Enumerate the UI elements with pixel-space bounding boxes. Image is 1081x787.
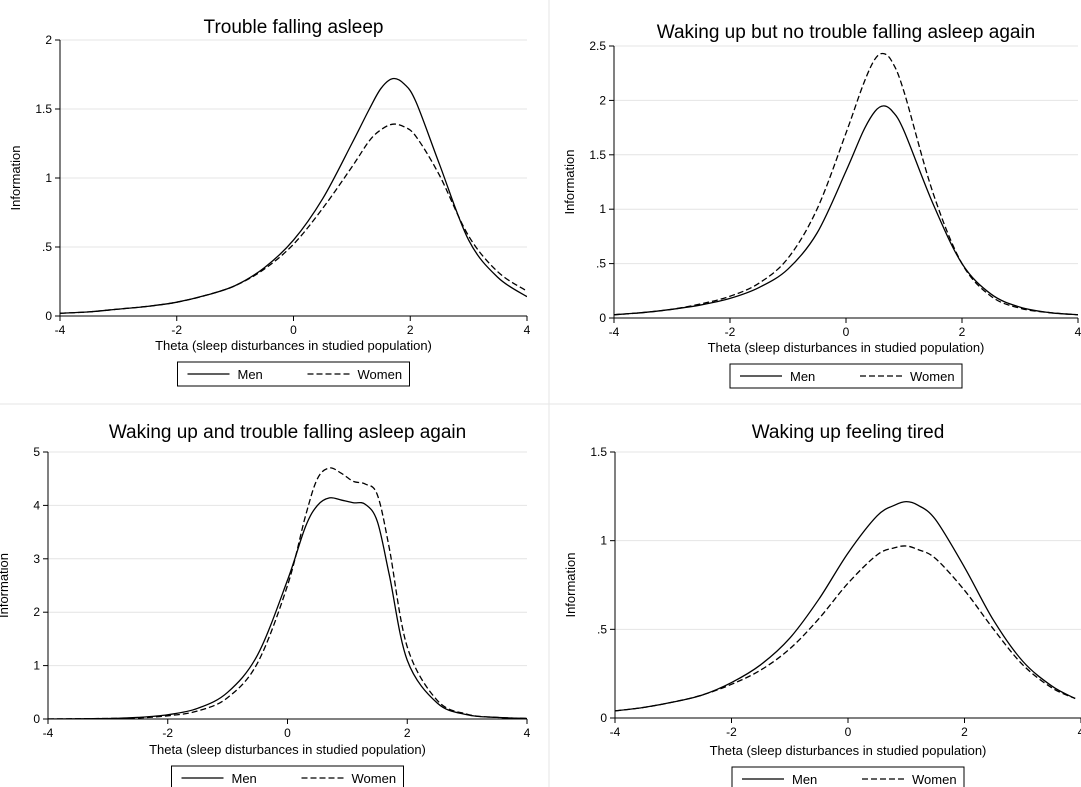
y-tick-label: 0: [45, 309, 52, 323]
y-tick-label: 1: [45, 171, 52, 185]
y-tick-label: .5: [42, 240, 52, 254]
chart-title: Trouble falling asleep: [204, 17, 384, 38]
x-tick-label: 0: [290, 323, 297, 337]
y-tick-label: 4: [33, 498, 40, 512]
chart-panel-4: Waking up feeling tired 0 .5 1 1.5 -4 -2 0 2 4 The…: [563, 422, 1081, 787]
x-tick-label: -4: [609, 325, 620, 339]
x-tick-label: -2: [162, 726, 173, 740]
x-tick-label: 4: [524, 323, 531, 337]
legend-label-men: Men: [792, 772, 817, 787]
y-tick-label: 1.5: [589, 148, 606, 162]
chart-title: Waking up feeling tired: [752, 422, 945, 443]
chart-title: Waking up and trouble falling asleep aga…: [109, 422, 466, 443]
legend-box: [731, 766, 965, 787]
x-tick-label: 0: [843, 325, 850, 339]
y-tick-label: 1: [33, 659, 40, 673]
y-tick-label: 2: [45, 33, 52, 47]
legend: Men Women: [171, 765, 404, 787]
series-line-women: [615, 545, 1076, 712]
y-tick-label: 0: [599, 311, 606, 325]
series-line-men: [48, 497, 527, 719]
legend-label-men: Men: [790, 369, 815, 384]
x-tick-label: -2: [171, 323, 182, 337]
series-line-men: [60, 77, 527, 314]
y-tick-label: 2: [599, 93, 606, 107]
y-axis-label: Information: [563, 552, 578, 617]
series-line-men: [615, 500, 1076, 712]
y-tick-label: 1: [599, 202, 606, 216]
legend-label-women: Women: [358, 367, 403, 382]
legend: Men Women: [177, 361, 410, 387]
y-axis-label: Information: [8, 145, 23, 210]
x-tick-label: -2: [725, 325, 736, 339]
legend: Men Women: [731, 766, 965, 787]
y-tick-label: 5: [33, 445, 40, 459]
y-tick-label: 2.5: [589, 39, 606, 53]
x-tick-label: 2: [404, 726, 411, 740]
x-tick-label: 0: [845, 725, 852, 739]
x-tick-label: 2: [961, 725, 968, 739]
x-tick-label: -4: [43, 726, 54, 740]
series-line-women: [60, 123, 527, 314]
legend-box: [171, 765, 404, 787]
legend-label-men: Men: [238, 367, 263, 382]
x-tick-label: -4: [610, 725, 621, 739]
y-tick-label: 0: [600, 711, 607, 725]
x-axis-label: Theta (sleep disturbances in studied pop…: [710, 743, 987, 758]
y-tick-label: 1.5: [35, 102, 52, 116]
y-tick-label: .5: [597, 622, 607, 636]
x-tick-label: 2: [959, 325, 966, 339]
series-line-men: [614, 105, 1078, 316]
y-axis-label: Information: [562, 149, 577, 214]
x-axis-label: Theta (sleep disturbances in studied pop…: [155, 338, 432, 353]
chart-panel-3: Waking up and trouble falling asleep aga…: [0, 422, 531, 787]
x-tick-label: 4: [524, 726, 531, 740]
chart-panel-2: Waking up but no trouble falling asleep …: [562, 22, 1081, 389]
y-tick-label: 1.5: [590, 445, 607, 459]
series-line-women: [614, 52, 1078, 316]
x-tick-label: 4: [1075, 325, 1081, 339]
legend-box: [729, 363, 963, 389]
y-tick-label: .5: [596, 257, 606, 271]
legend-label-women: Women: [910, 369, 955, 384]
x-axis-label: Theta (sleep disturbances in studied pop…: [149, 742, 426, 757]
chart-title: Waking up but no trouble falling asleep …: [657, 22, 1036, 43]
legend: Men Women: [729, 363, 963, 389]
legend-label-women: Women: [352, 771, 397, 786]
x-axis-label: Theta (sleep disturbances in studied pop…: [708, 340, 985, 355]
x-tick-label: 4: [1078, 725, 1081, 739]
y-tick-label: 0: [33, 712, 40, 726]
y-axis-label: Information: [0, 553, 11, 618]
chart-panel-1: Trouble falling asleep 0 .5 1 1.5 2 -4 -2 0 2 4 The…: [8, 17, 531, 387]
y-tick-label: 3: [33, 552, 40, 566]
x-tick-label: -4: [55, 323, 66, 337]
y-tick-label: 2: [33, 605, 40, 619]
x-tick-label: 0: [284, 726, 291, 740]
x-tick-label: -2: [726, 725, 737, 739]
legend-label-men: Men: [232, 771, 257, 786]
y-tick-label: 1: [600, 534, 607, 548]
legend-label-women: Women: [912, 772, 957, 787]
x-tick-label: 2: [407, 323, 414, 337]
